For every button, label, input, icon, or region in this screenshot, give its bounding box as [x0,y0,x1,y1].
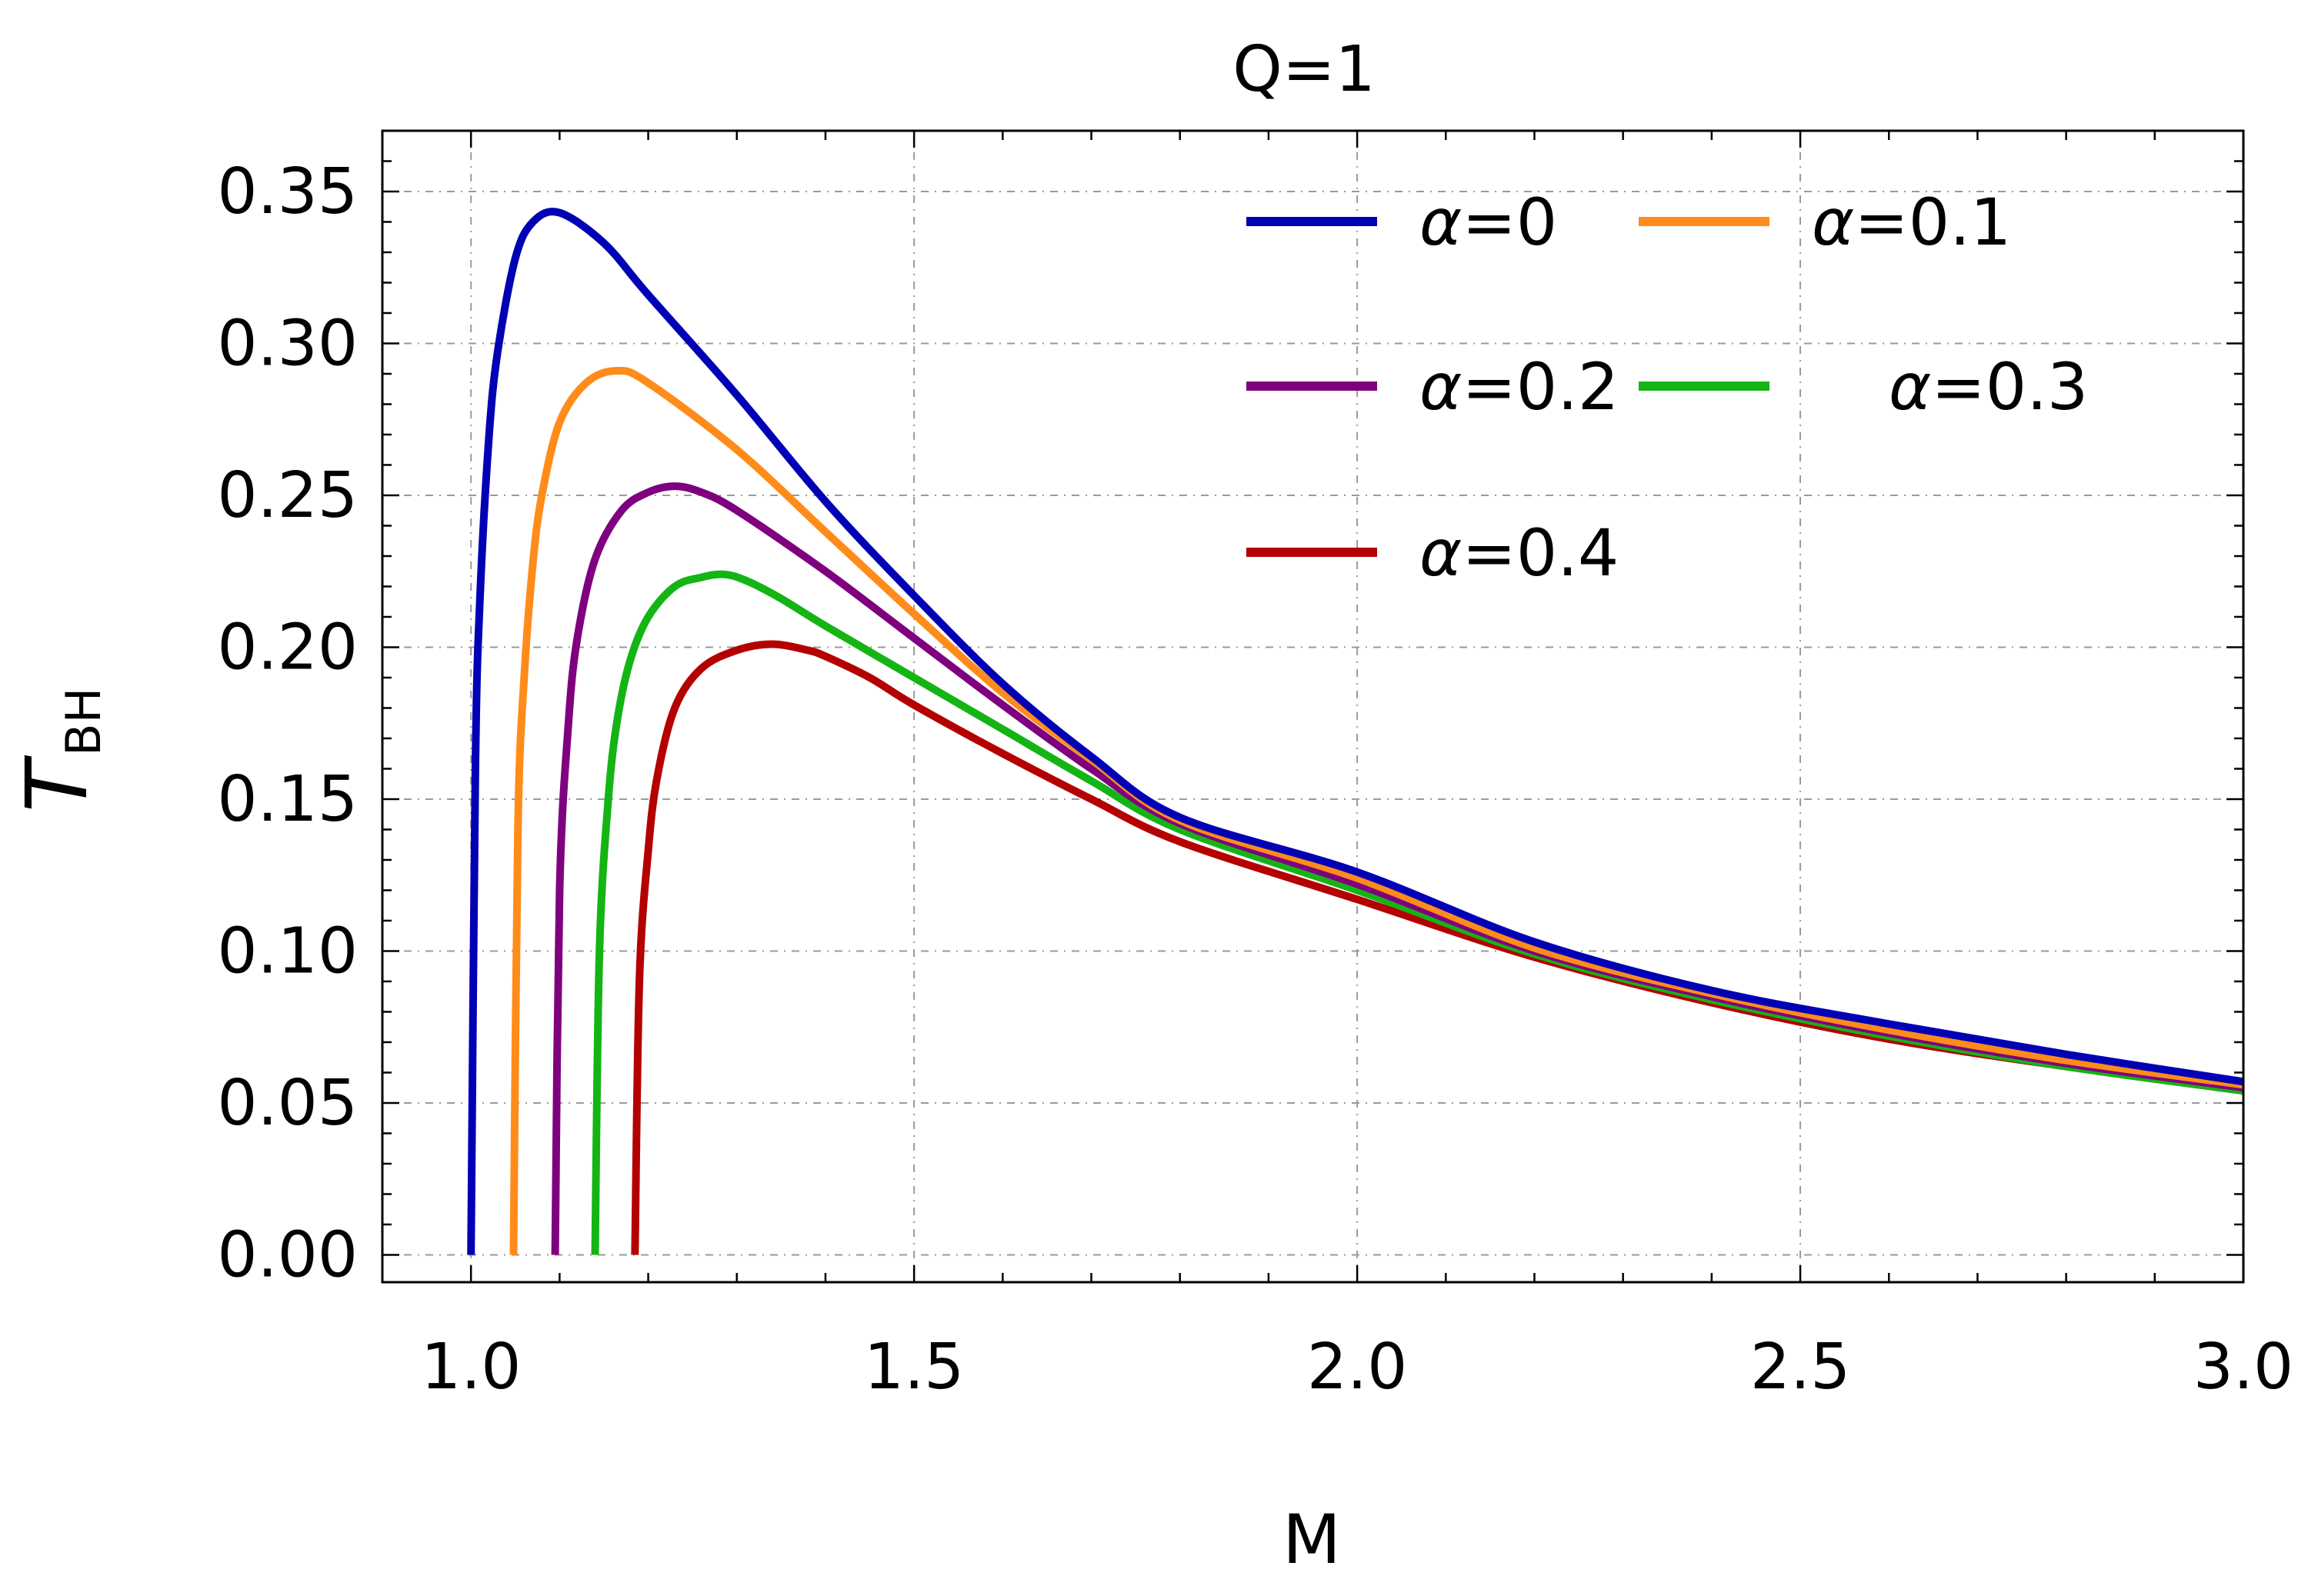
chart-title: Q=1 [1232,33,1375,106]
legend-label: α=0.1 [1812,185,2011,260]
x-tick-label: 1.5 [864,1331,964,1404]
y-tick-label: 0.10 [217,915,358,988]
y-tick-label: 0.20 [217,611,358,684]
x-axis-ticks: 1.0 1.5 2.0 2.5 3.0 [421,131,2293,1404]
legend-label-value: =0.3 [1931,349,2088,425]
legend: α=0 α=0.1α=0.2 α=0.3α=0.4 [1246,185,2088,591]
y-axis-ticks: 0.00 0.05 0.10 0.15 0.20 0.25 0.30 0.35 [217,155,2243,1291]
plot-frame [381,129,2245,1284]
y-tick-label: 0.30 [217,307,358,380]
series-line-α=0.3 [591,570,2244,1255]
legend-item: α=0.2 [1246,349,1619,425]
legend-item: α=0.4 [1246,515,1619,591]
legend-label-value: =0.2 [1462,349,1619,425]
x-tick-label: 2.5 [1750,1331,1850,1404]
series-line-α=0.4 [631,640,2244,1255]
legend-label-greek: α [1812,185,1854,260]
y-tick-label: 0.25 [217,459,358,532]
legend-label-greek: α [1419,349,1462,425]
y-axis-title-sub: BH [55,688,112,756]
y-tick-label: 0.15 [217,763,358,836]
y-tick-label: 0.35 [217,155,358,228]
y-axis-title: TBH [8,688,112,812]
legend-label-value: =0.1 [1854,185,2011,260]
legend-label: α=0.4 [1419,515,1619,591]
legend-label-value: =0.4 [1462,515,1619,591]
x-axis-title: M [1282,1500,1341,1579]
y-tick-label: 0.05 [217,1067,358,1140]
series-group [467,208,2244,1255]
svg-text:TBH: TBH [8,688,112,812]
legend-label: α=0 [1419,185,1557,260]
series-line-α=0 [467,208,2244,1255]
x-tick-label: 1.0 [421,1331,521,1404]
x-tick-label: 2.0 [1307,1331,1407,1404]
legend-label: α=0.3 [1889,349,2088,425]
series-line-α=0.1 [509,366,2244,1255]
legend-label-greek: α [1419,515,1462,591]
legend-label-greek: α [1889,349,1931,425]
y-tick-label: 0.00 [217,1218,358,1291]
legend-label: α=0.2 [1419,349,1619,425]
grid [382,131,2243,1282]
minor-ticks [381,131,2243,1282]
y-axis-title-main: T [8,755,106,812]
legend-item: α=0.1 [1639,185,2011,260]
legend-label-value: =0 [1462,185,1557,260]
legend-item: α=0.3 [1639,349,2088,425]
x-tick-label: 3.0 [2193,1331,2293,1404]
legend-label-greek: α [1419,185,1462,260]
legend-item: α=0 [1246,185,1557,260]
series-line-α=0.2 [551,482,2244,1255]
